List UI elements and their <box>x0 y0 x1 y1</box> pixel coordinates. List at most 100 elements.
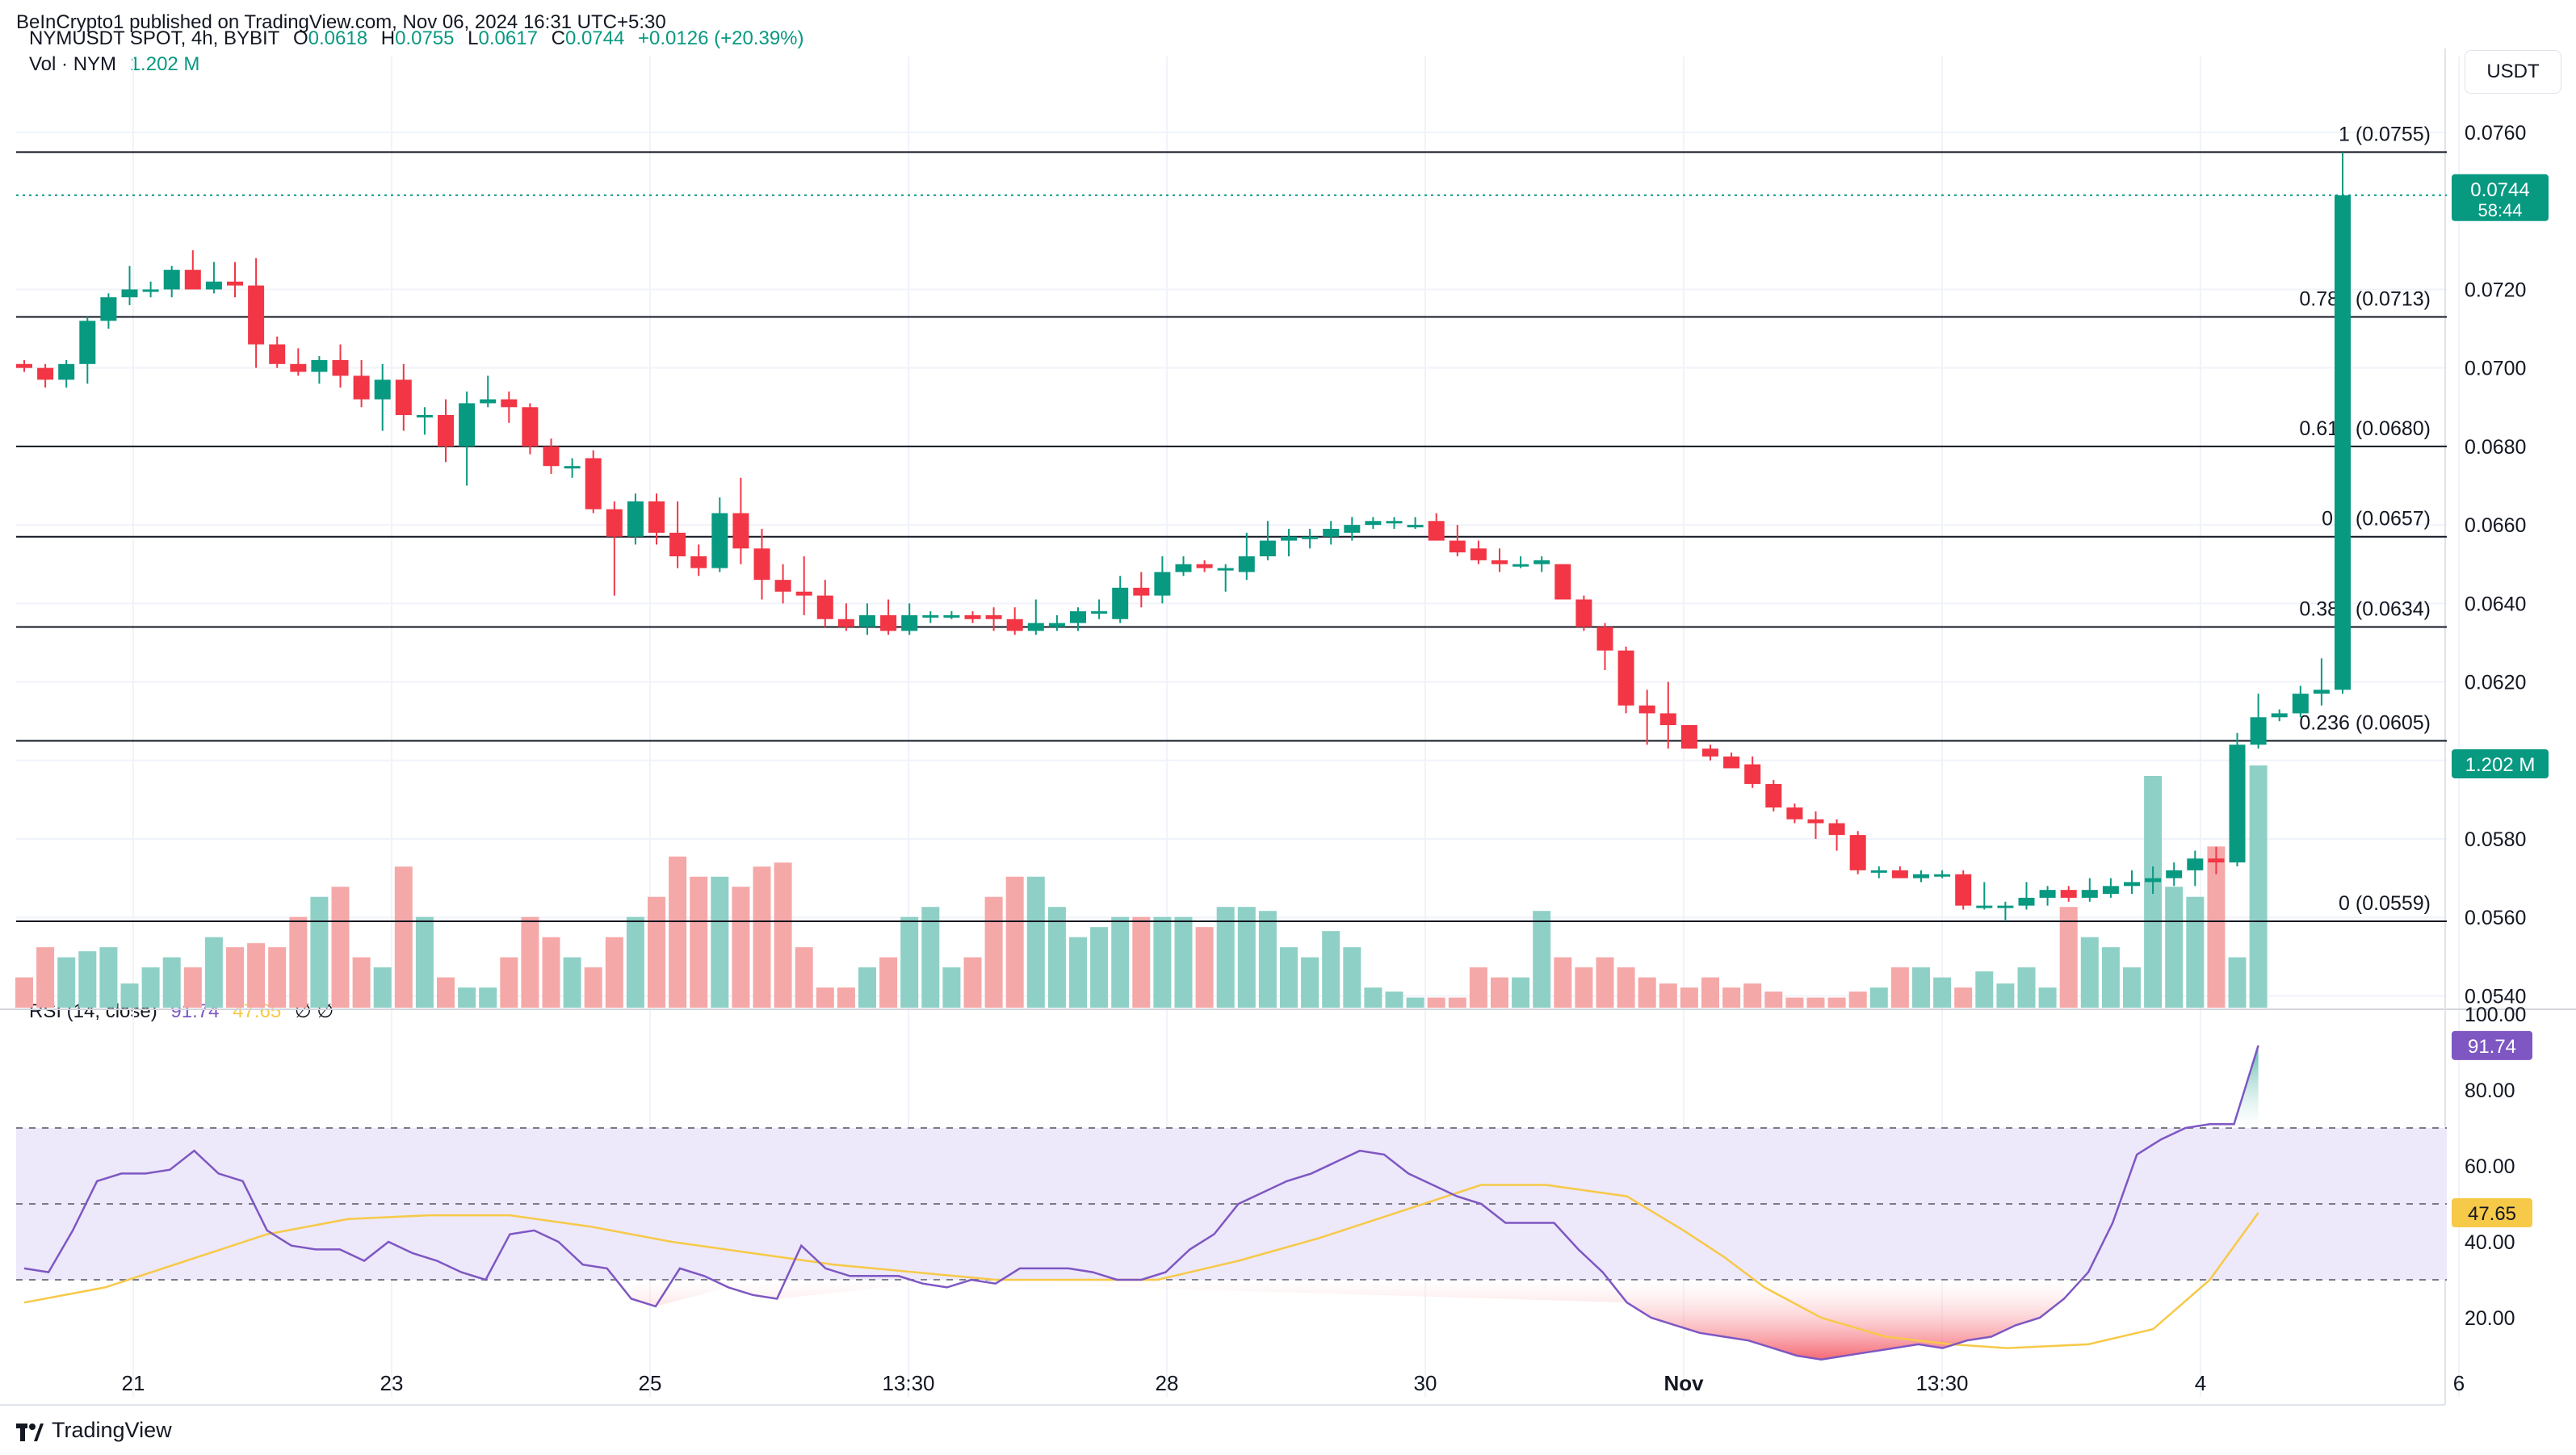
candle-body <box>1955 874 1972 906</box>
volume-bar <box>394 866 413 1008</box>
volume-bar <box>57 957 76 1008</box>
price-tick-label: 0.0640 <box>2465 593 2526 615</box>
volume-bar <box>204 937 223 1008</box>
price-tick-label: 0.0680 <box>2465 436 2526 459</box>
volume-bar <box>1617 967 1635 1008</box>
candle-body <box>227 281 243 286</box>
candle-body <box>416 415 433 418</box>
open-label: O <box>292 27 308 49</box>
volume-bar <box>690 876 708 1008</box>
candle-body <box>543 446 560 467</box>
candle-body <box>2292 694 2309 714</box>
candle-body <box>1027 623 1044 631</box>
candle-body <box>1849 835 1866 870</box>
candle-body <box>205 281 222 290</box>
candle-body <box>1259 540 1276 556</box>
candle-body <box>1617 650 1634 706</box>
volume-bar <box>942 967 961 1008</box>
volume-bar <box>1890 967 1909 1008</box>
rsi-tick-label: 40.00 <box>2465 1231 2515 1254</box>
volume-bar <box>1322 931 1340 1008</box>
candle-body <box>1449 540 1466 553</box>
volume-bar <box>2186 896 2205 1008</box>
candle-body <box>1428 521 1445 541</box>
volume-bar <box>1301 957 1319 1008</box>
candle-body <box>16 363 32 368</box>
candle-body <box>837 618 854 627</box>
volume-bar <box>373 967 392 1008</box>
candle-body <box>2081 890 2098 898</box>
volume-bar <box>1153 916 1172 1008</box>
volume-bar <box>141 967 160 1008</box>
volume-bar <box>1258 911 1277 1008</box>
volume-bar <box>2017 967 2036 1008</box>
close-label: C <box>551 27 565 49</box>
candle-body <box>1112 587 1129 619</box>
candle-body <box>943 614 960 618</box>
candle-body <box>2313 690 2330 694</box>
volume-bar <box>310 896 329 1008</box>
change-value: +0.0126 (+20.39%) <box>638 27 804 49</box>
candle-body <box>1154 572 1171 596</box>
volume-bar <box>669 856 687 1008</box>
volume-bar <box>1427 997 1445 1008</box>
volume-bar <box>1385 992 1403 1008</box>
volume-bar <box>1743 983 1762 1008</box>
volume-bar <box>774 862 792 1008</box>
candle-body <box>1828 823 1845 836</box>
price-tick-label: 0.0540 <box>2465 985 2526 1008</box>
candle-body <box>1702 748 1718 757</box>
x-tick-label: 30 <box>1414 1371 1437 1395</box>
rsi-ma-badge <box>2452 1198 2532 1228</box>
volume-bar <box>2101 947 2120 1008</box>
volume-bar <box>921 907 940 1008</box>
volume-bar <box>226 947 244 1008</box>
candle-body <box>311 359 328 372</box>
candle-body <box>1006 618 1023 631</box>
volume-bar <box>1406 997 1424 1008</box>
volume-bar <box>1469 967 1487 1008</box>
candle-body <box>816 595 833 619</box>
volume-bar <box>1195 927 1214 1008</box>
candle-body <box>606 509 623 537</box>
volume-bar <box>963 957 982 1008</box>
candle-body <box>2039 890 2056 898</box>
volume-bar <box>1216 907 1235 1008</box>
volume-bar <box>753 866 771 1008</box>
volume-bar <box>1111 916 1130 1008</box>
rsi-value-badge <box>2452 1030 2532 1060</box>
rsi-tick-label: 20.00 <box>2465 1307 2515 1330</box>
candle-body <box>1133 587 1150 596</box>
rsi-value-badge-text: 91.74 <box>2468 1036 2516 1058</box>
x-tick-label: 4 <box>2195 1371 2206 1395</box>
candle-body <box>1281 536 1297 541</box>
volume-bar <box>1722 987 1741 1008</box>
candle-body <box>79 321 96 364</box>
candle-body <box>2124 882 2140 887</box>
candle-body <box>269 344 286 364</box>
volume-bar <box>415 916 434 1008</box>
volume-bar <box>458 987 476 1008</box>
price-tick-label: 0.0580 <box>2465 828 2526 851</box>
volume-bar <box>795 947 813 1008</box>
candle-body <box>859 614 875 627</box>
candle-body <box>100 297 117 321</box>
volume-bar <box>1237 907 1256 1008</box>
candle-body <box>964 614 981 619</box>
candle-body <box>1554 564 1571 600</box>
candle-body <box>1997 905 2014 908</box>
fib-level-label: 0 (0.0559) <box>2339 892 2431 915</box>
x-tick-label: 6 <box>2453 1371 2465 1395</box>
candle-body <box>985 614 1002 619</box>
tradingview-branding[interactable]: TradingView <box>16 1418 172 1443</box>
volume-bar <box>1491 977 1508 1008</box>
volume-label[interactable]: Vol · NYM <box>29 53 117 75</box>
symbol-label[interactable]: NYMUSDT SPOT, 4h, BYBIT <box>29 27 280 49</box>
volume-bar <box>732 887 750 1008</box>
candle-body <box>564 466 581 469</box>
rsi-line <box>23 1045 2259 1361</box>
candle-body <box>1323 528 1340 537</box>
candle-body <box>1048 623 1065 627</box>
currency-unit-button[interactable]: USDT <box>2465 50 2561 94</box>
